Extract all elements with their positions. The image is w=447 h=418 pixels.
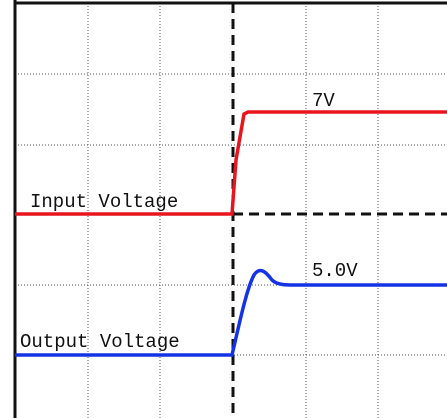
input-trace <box>15 110 447 216</box>
level-label: 5.0V <box>312 260 358 282</box>
trace-label: Output Voltage <box>20 331 180 353</box>
level-label: 7V <box>312 90 335 112</box>
output-trace <box>15 268 447 357</box>
trace-label: Input Voltage <box>30 191 178 213</box>
